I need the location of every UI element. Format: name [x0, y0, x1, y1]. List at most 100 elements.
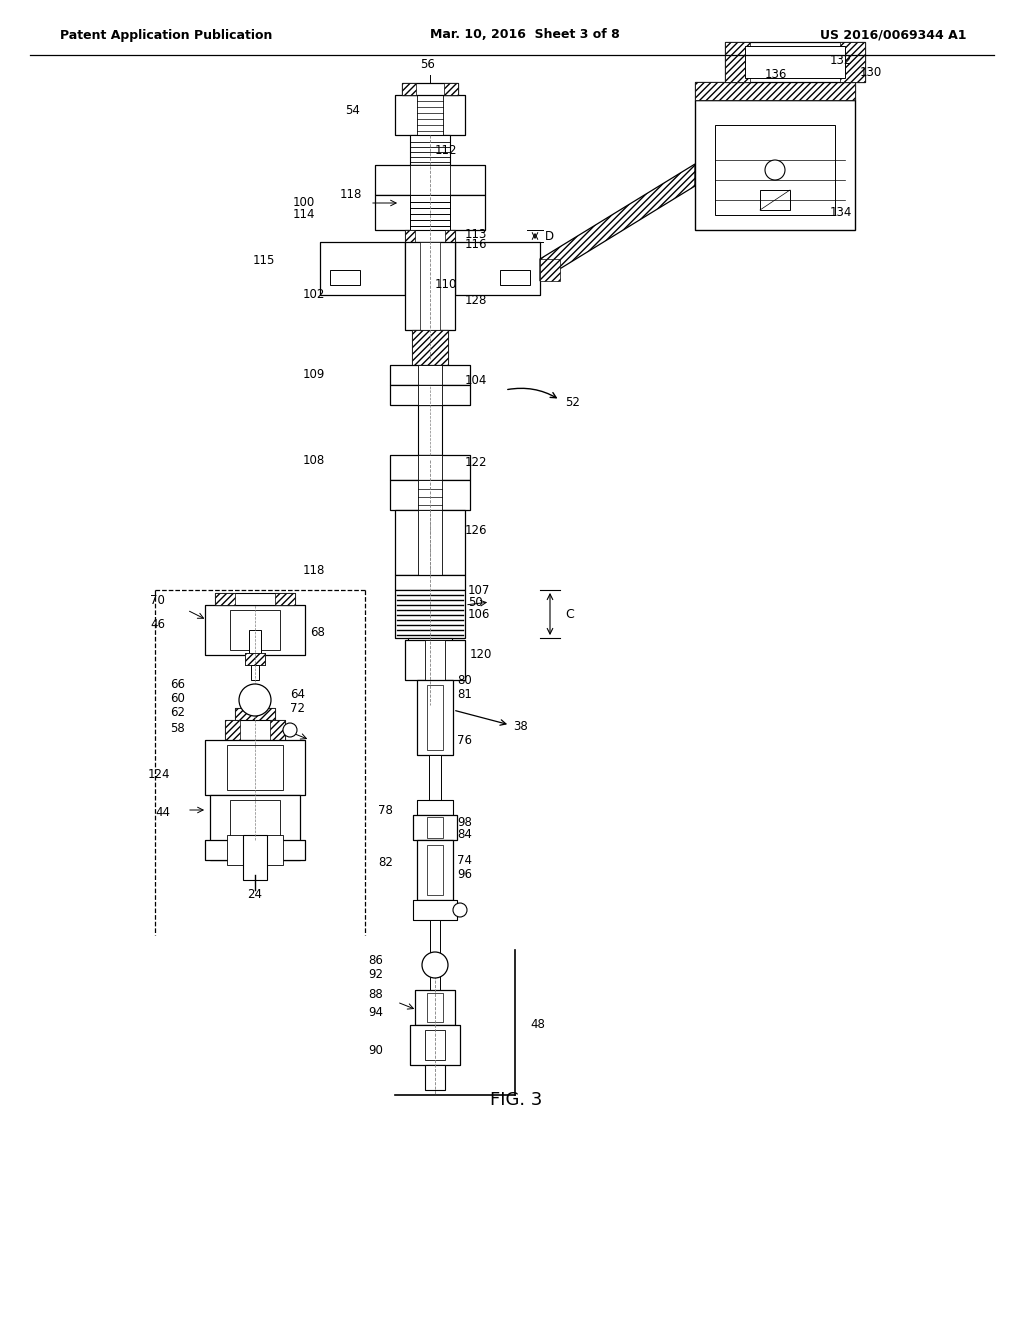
Bar [270, 719, 285, 741]
Bar [413, 900, 457, 920]
Text: 90: 90 [368, 1044, 383, 1056]
Text: 118: 118 [340, 189, 362, 202]
Bar [455, 195, 485, 230]
Text: 62: 62 [170, 706, 185, 719]
Text: 74: 74 [457, 854, 472, 866]
Text: C: C [565, 607, 573, 620]
Bar [245, 653, 265, 665]
Bar [395, 95, 417, 135]
Text: 50: 50 [468, 595, 482, 609]
Bar [695, 100, 715, 230]
Bar [442, 385, 470, 405]
Bar [415, 990, 455, 1026]
Bar [418, 385, 442, 405]
Bar [445, 640, 465, 680]
Bar [412, 330, 449, 366]
Text: 98: 98 [457, 816, 472, 829]
Bar [442, 480, 470, 510]
Bar [390, 455, 470, 480]
Bar [406, 242, 455, 330]
Bar [410, 1026, 460, 1065]
Bar [395, 590, 465, 638]
Text: 48: 48 [530, 1019, 545, 1031]
Bar [227, 836, 283, 865]
Circle shape [422, 952, 449, 978]
Text: 52: 52 [565, 396, 580, 408]
Bar [415, 990, 455, 1026]
Bar [234, 708, 275, 719]
Bar [443, 95, 465, 135]
Bar [427, 993, 443, 1022]
Bar [249, 630, 261, 655]
Text: 56: 56 [420, 58, 435, 71]
Bar [725, 42, 750, 82]
Text: 82: 82 [378, 855, 393, 869]
Text: 116: 116 [465, 239, 487, 252]
Bar [251, 665, 259, 680]
Bar [205, 741, 305, 795]
Bar [330, 271, 360, 285]
Bar [205, 840, 305, 861]
Bar [225, 719, 285, 741]
Text: 86: 86 [368, 953, 383, 966]
Bar [406, 640, 465, 680]
Text: 114: 114 [293, 209, 315, 222]
Bar [455, 165, 485, 195]
Bar [410, 165, 450, 195]
Bar [418, 366, 442, 385]
Bar [402, 83, 458, 95]
Bar [715, 125, 835, 215]
Text: 44: 44 [155, 805, 170, 818]
Bar [427, 817, 443, 838]
Bar [215, 593, 295, 605]
Text: Mar. 10, 2016  Sheet 3 of 8: Mar. 10, 2016 Sheet 3 of 8 [430, 29, 620, 41]
Bar [455, 242, 540, 294]
Text: 110: 110 [435, 279, 458, 292]
Bar [417, 840, 453, 900]
Text: 109: 109 [303, 368, 325, 381]
Bar [390, 480, 470, 510]
Bar [205, 605, 305, 655]
Bar [695, 82, 855, 100]
Bar [280, 605, 305, 655]
Bar [406, 230, 415, 242]
Bar [425, 1065, 445, 1090]
Bar [413, 814, 457, 840]
Text: 132: 132 [830, 54, 852, 66]
Bar [395, 510, 465, 576]
Polygon shape [540, 164, 695, 281]
Bar [234, 708, 275, 719]
Bar [390, 366, 470, 385]
Bar [375, 165, 485, 195]
Bar [417, 800, 453, 814]
Bar [402, 83, 416, 95]
Bar [427, 685, 443, 750]
Bar [319, 242, 406, 294]
Text: 58: 58 [170, 722, 185, 734]
Bar [395, 576, 465, 590]
Bar [445, 510, 465, 576]
Bar [445, 230, 455, 242]
Bar [418, 455, 442, 480]
Bar [760, 190, 790, 210]
Text: 112: 112 [435, 144, 458, 157]
Bar [417, 680, 453, 755]
Bar [245, 653, 265, 665]
Text: 108: 108 [303, 454, 325, 466]
Bar [540, 259, 560, 281]
Bar [375, 165, 406, 195]
Text: 80: 80 [457, 673, 472, 686]
Circle shape [453, 903, 467, 917]
Bar [427, 845, 443, 895]
Bar [285, 840, 305, 861]
Bar [695, 82, 855, 100]
Bar [410, 135, 450, 165]
Circle shape [239, 684, 271, 715]
Bar [412, 330, 449, 366]
Text: FIG. 3: FIG. 3 [490, 1092, 543, 1109]
Circle shape [765, 160, 785, 180]
Bar [390, 366, 470, 385]
Bar [225, 719, 240, 741]
Bar [410, 135, 450, 165]
Circle shape [283, 723, 297, 737]
